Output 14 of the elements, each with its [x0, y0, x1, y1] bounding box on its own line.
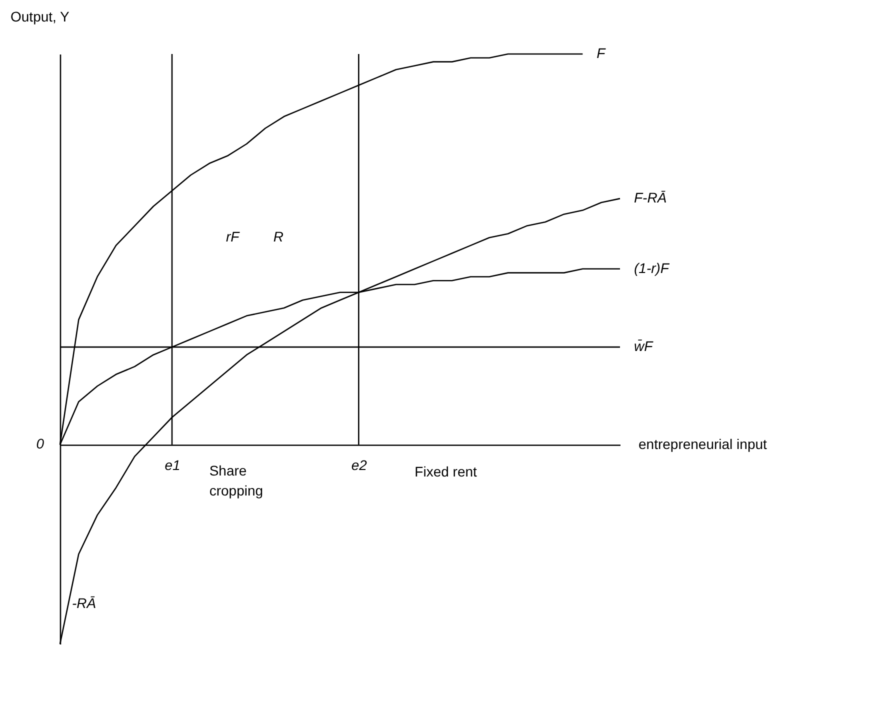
series-label: F-RĀ: [634, 190, 667, 206]
x-axis-title: entrepreneurial input: [638, 436, 768, 452]
annotation: rF: [226, 228, 241, 245]
text: 0: [36, 436, 44, 452]
annotation: Share cropping: [209, 462, 264, 499]
x-tick-label: e1: [164, 457, 180, 474]
annotation: -RĀ: [72, 595, 96, 611]
annotation: R: [273, 228, 284, 245]
series-label: (1-r)F: [634, 260, 670, 276]
annotation: Fixed rent: [414, 464, 478, 480]
series-label: w̄F: [634, 338, 654, 354]
x-tick-label: e2: [351, 457, 368, 474]
series-label: F: [596, 45, 607, 61]
y-axis-title: Output, Y: [10, 8, 70, 24]
